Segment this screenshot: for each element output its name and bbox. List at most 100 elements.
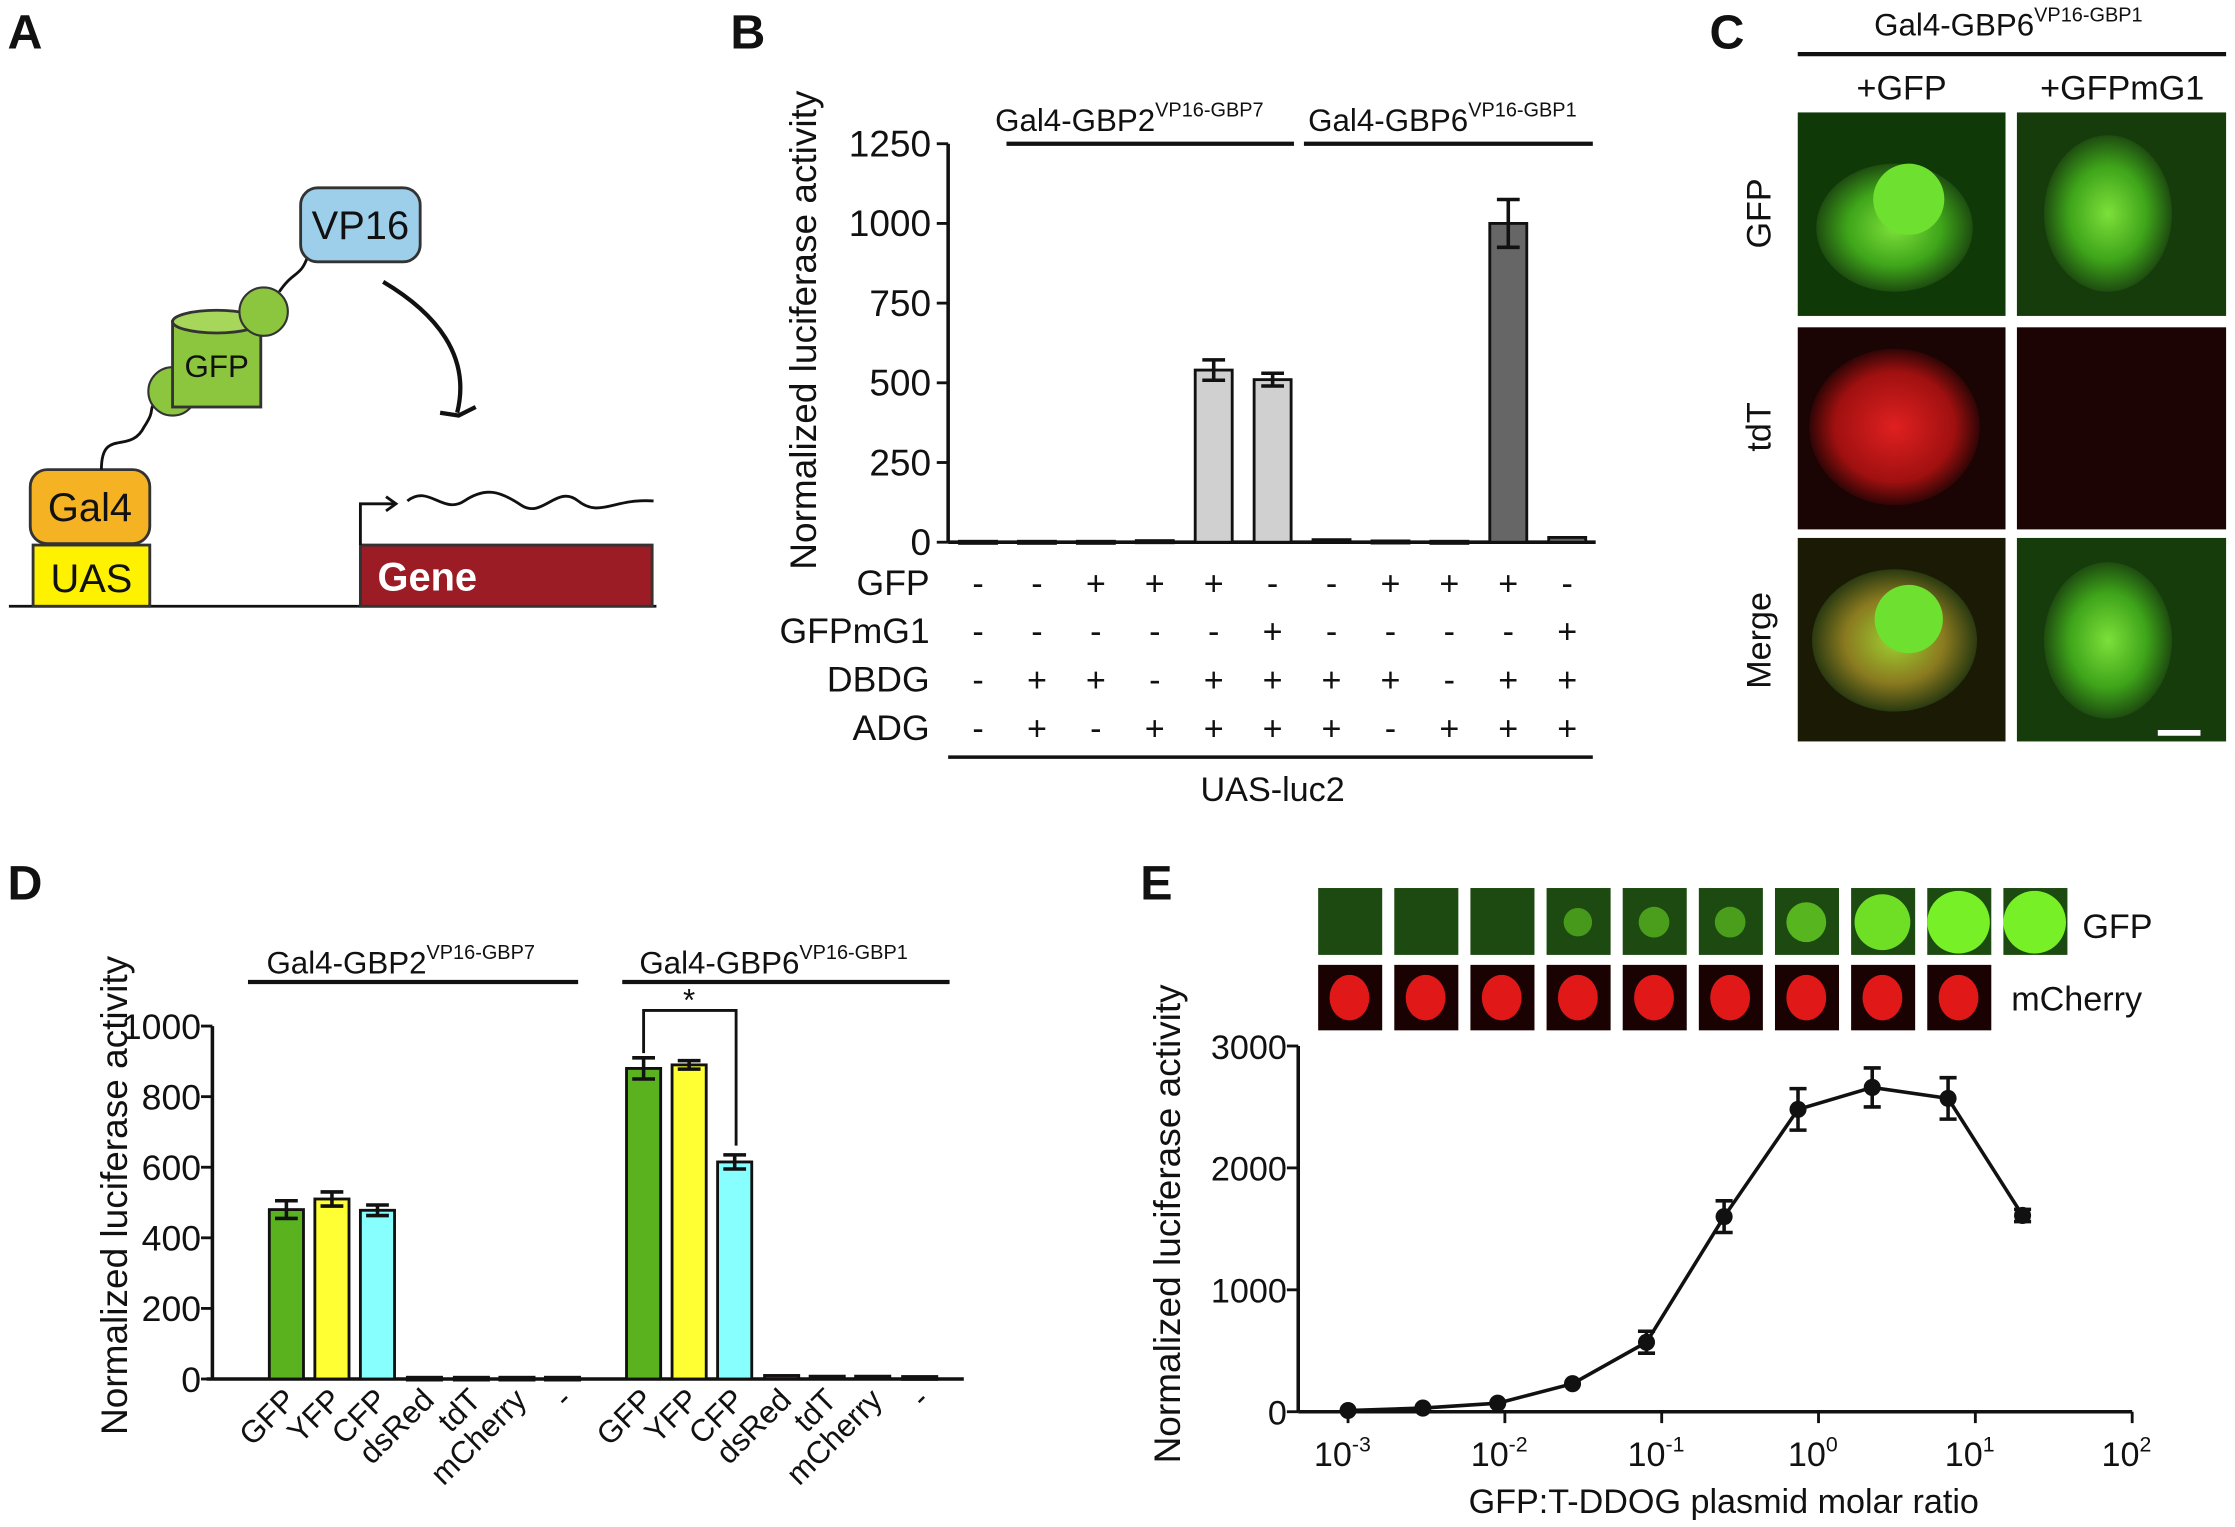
c-column-label: +GFPmG1 bbox=[2040, 70, 2204, 108]
b-condition-sign: - bbox=[1090, 613, 1101, 651]
e-gfp-cell bbox=[1563, 907, 1593, 937]
activation-arrow bbox=[382, 279, 463, 414]
b-y-tick-label: 0 bbox=[910, 522, 931, 563]
bar bbox=[625, 1066, 663, 1381]
bar bbox=[1075, 539, 1116, 545]
e-gfp-cell bbox=[1927, 890, 1990, 954]
bar bbox=[958, 539, 998, 545]
e-gfp-cell bbox=[1638, 906, 1670, 938]
b-condition-sign: + bbox=[1145, 565, 1165, 603]
b-group-label-2: Gal4-GBP6VP16-GBP1 bbox=[1308, 100, 1576, 138]
bar bbox=[1429, 539, 1470, 545]
c-row-label: GFP bbox=[1741, 178, 1779, 248]
gene-label: Gene bbox=[377, 556, 477, 600]
d-group-label-1: Gal4-GBP2VP16-GBP7 bbox=[266, 942, 534, 980]
e-gfp-thumbnail bbox=[1470, 888, 1535, 955]
e-data-point bbox=[1489, 1394, 1507, 1412]
e-gfp-thumbnail bbox=[1394, 888, 1459, 955]
b-condition-sign: + bbox=[1027, 710, 1047, 748]
b-condition-sign: + bbox=[1086, 662, 1106, 700]
bar bbox=[808, 1374, 846, 1381]
b-condition-sign: - bbox=[1326, 565, 1337, 603]
d-y-tick-label: 600 bbox=[142, 1148, 201, 1188]
e-series-line bbox=[1347, 1085, 2025, 1413]
gene-box bbox=[358, 543, 654, 608]
e-gfp-row-label: GFP bbox=[2082, 908, 2152, 946]
b-condition-label: DBDG bbox=[827, 660, 930, 700]
b-condition-sign: + bbox=[1204, 710, 1224, 748]
panel-e-chart: Normalized luciferase activity GFP:T-DDO… bbox=[1147, 888, 2153, 1521]
error-bar bbox=[275, 1198, 298, 1221]
e-data-point bbox=[1715, 1208, 1733, 1226]
e-mcherry-cell bbox=[1634, 974, 1674, 1021]
bar bbox=[405, 1375, 443, 1382]
uas-box bbox=[31, 543, 152, 608]
bar bbox=[1017, 539, 1057, 545]
e-data-point bbox=[1339, 1401, 1357, 1420]
e-data-point bbox=[1637, 1333, 1656, 1351]
bar bbox=[1488, 222, 1529, 544]
b-condition-sign: + bbox=[1204, 565, 1224, 603]
error-bar bbox=[1496, 197, 1520, 250]
b-condition-sign: + bbox=[1322, 710, 1342, 748]
bar bbox=[763, 1374, 801, 1381]
panel-label-b: B bbox=[730, 5, 765, 59]
error-bar bbox=[677, 1058, 701, 1071]
d-x-tick-label: - bbox=[904, 1382, 936, 1414]
significance-bracket bbox=[642, 1008, 738, 1146]
b-condition-sign: - bbox=[1267, 565, 1278, 603]
b-condition-sign: - bbox=[1503, 613, 1514, 651]
bar bbox=[716, 1160, 754, 1381]
bar bbox=[1193, 368, 1234, 544]
panel-label-e: E bbox=[1140, 856, 1172, 910]
b-condition-sign: - bbox=[972, 565, 983, 603]
e-data-point bbox=[1939, 1089, 1957, 1107]
e-x-tick-label: 101 bbox=[1945, 1433, 1995, 1474]
e-y-tick-label: 0 bbox=[1268, 1395, 1287, 1433]
e-data-point bbox=[1789, 1100, 1807, 1118]
bar bbox=[358, 1208, 396, 1381]
b-condition-sign: - bbox=[1149, 662, 1160, 700]
bar bbox=[1547, 536, 1588, 544]
significance-star: * bbox=[683, 982, 695, 1017]
d-y-tick-label: 1000 bbox=[122, 1007, 201, 1047]
b-condition-sign: + bbox=[1086, 565, 1106, 603]
bar bbox=[543, 1375, 581, 1382]
micrograph-tdt-plus-gfpmg1 bbox=[2016, 327, 2227, 530]
b-footer-label: UAS-luc2 bbox=[1201, 771, 1345, 809]
bar bbox=[452, 1375, 490, 1382]
e-mcherry-cell bbox=[1405, 974, 1446, 1021]
gfp-label: GFP bbox=[184, 349, 248, 384]
bar bbox=[313, 1197, 351, 1381]
e-gfp-cell bbox=[1854, 894, 1911, 951]
b-condition-label: ADG bbox=[853, 708, 930, 748]
b-condition-sign: + bbox=[1380, 565, 1400, 603]
d-y-tick-label: 200 bbox=[142, 1289, 201, 1329]
e-x-tick-label: 10-1 bbox=[1628, 1433, 1685, 1474]
error-bar bbox=[1202, 358, 1226, 383]
b-condition-label: GFPmG1 bbox=[779, 611, 929, 651]
panel-c-micrographs: Gal4-GBP6VP16-GBP1 +GFP +GFPmG1 GFP tdT … bbox=[1741, 4, 2227, 742]
e-data-point bbox=[1863, 1078, 1881, 1096]
gal4-box bbox=[28, 468, 152, 546]
c-row-label: Merge bbox=[1741, 592, 1779, 689]
e-gfp-cell bbox=[1714, 906, 1746, 938]
error-bar bbox=[632, 1056, 655, 1081]
b-condition-sign: - bbox=[1149, 613, 1160, 651]
panel-d-chart: Normalized luciferase activity Gal4-GBP2… bbox=[94, 942, 964, 1492]
panel-label-d: D bbox=[7, 856, 42, 910]
e-mcherry-cell bbox=[1710, 974, 1751, 1021]
b-condition-sign: + bbox=[1439, 710, 1459, 748]
b-condition-sign: + bbox=[1498, 565, 1518, 603]
gbp-bead bbox=[238, 286, 289, 337]
e-x-tick-label: 102 bbox=[2102, 1433, 2152, 1474]
b-condition-sign: - bbox=[1385, 710, 1396, 748]
e-data-point bbox=[2014, 1206, 2032, 1224]
e-mcherry-cell bbox=[1786, 974, 1827, 1021]
bar bbox=[1370, 539, 1411, 545]
b-y-tick-label: 250 bbox=[869, 442, 931, 483]
e-y-tick-label: 1000 bbox=[1211, 1273, 1287, 1311]
panel-a-diagram: UAS Gal4 GFP VP16 Gene bbox=[8, 186, 657, 608]
b-group-label-1: Gal4-GBP2VP16-GBP7 bbox=[995, 100, 1263, 138]
panel-label-a: A bbox=[7, 5, 42, 59]
